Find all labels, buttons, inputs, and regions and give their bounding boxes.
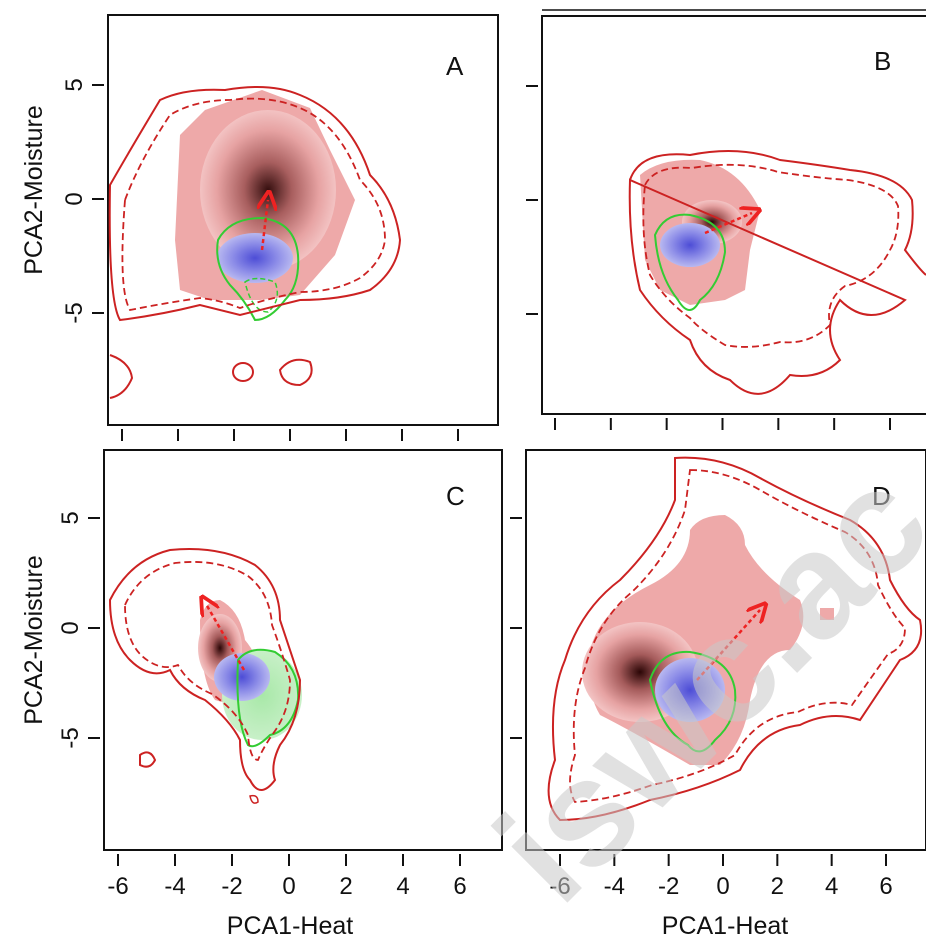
panel-c-ylabel: PCA2-Moisture (20, 555, 48, 725)
panel-a-red-contour-island-1 (109, 354, 134, 399)
panel-c-xtick-label: -6 (107, 873, 128, 900)
panel-c-xtick-label: -4 (164, 873, 185, 900)
panel-d-xtick-label: 4 (825, 873, 838, 900)
panel-c-red-contour-dashed (124, 561, 291, 761)
panel-d-shift-arrow (696, 610, 760, 681)
panel-c: C (103, 449, 503, 851)
panel-d: D (525, 449, 926, 851)
panel-c-xlabel: PCA1-Heat (227, 912, 353, 940)
panel-c-ytick-label: 5 (57, 511, 84, 524)
panel-a-ytick-label: -5 (61, 302, 88, 323)
panel-d-xtick-label: -4 (604, 873, 625, 900)
panel-c-red-contour-island-2 (249, 794, 259, 804)
panel-d-xlabel: PCA1-Heat (662, 912, 788, 940)
panel-c-red-contour-island-1 (139, 751, 157, 768)
panel-b-green-contour (653, 213, 727, 311)
panel-d-red-density-spot (820, 608, 834, 620)
panel-c-red-contour-outer (108, 548, 302, 791)
panel-b-red-contour-dashed (642, 163, 900, 348)
panel-a-red-contour-dashed (121, 97, 386, 312)
panel-b-shift-arrow (704, 213, 752, 235)
panel-a-red-contour-island-2 (232, 362, 254, 382)
panel-d-xtick-label: 2 (771, 873, 784, 900)
panel-a-blue-density (217, 233, 293, 283)
panel-c-xtick-label: -2 (221, 873, 242, 900)
panel-c-frame (103, 449, 503, 851)
axes: 5 0 -5 -6 -4 -2 0 2 4 6 5 0 -5 -6 -4 -2 0 2 4 6 (57, 78, 893, 900)
panel-b-blue-density (660, 223, 720, 267)
panel-d-green-contour (648, 650, 737, 753)
panel-d-xtick-label: 0 (716, 873, 729, 900)
panel-a-red-contour-island-3 (278, 358, 313, 387)
panel-c-ytick-label: -5 (57, 727, 84, 748)
panel-a-label: A (446, 51, 464, 81)
panel-d-red-contour-outer (547, 456, 922, 822)
panel-d-blue-density (655, 658, 725, 722)
panel-b-label: B (874, 46, 891, 76)
panel-d-xtick-label: -2 (658, 873, 679, 900)
panel-a: A (107, 14, 499, 426)
panel-d-xtick-label: -6 (549, 873, 570, 900)
panel-d-xtick-label: 6 (879, 873, 892, 900)
panel-a-ylabel: PCA2-Moisture (20, 105, 48, 275)
panel-c-xtick-label: 2 (339, 873, 352, 900)
panel-c-green-contour (236, 648, 300, 748)
panel-b: B (541, 9, 926, 415)
panel-a-ytick-label: 5 (61, 78, 88, 91)
panel-a-ytick-label: 0 (61, 192, 88, 205)
panel-a-green-contour (216, 216, 300, 322)
panel-c-xtick-label: 4 (396, 873, 409, 900)
panel-c-shift-arrow (206, 604, 246, 671)
panel-c-label: C (446, 481, 465, 511)
panel-a-red-contour-outer (108, 86, 402, 322)
panel-d-label: D (872, 481, 891, 511)
panel-d-red-contour-dashed (569, 469, 906, 803)
panel-a-shift-arrow (262, 200, 268, 251)
panel-a-green-dashed (244, 277, 279, 313)
panel-c-blue-density (214, 653, 270, 701)
panel-c-xtick-label: 6 (453, 873, 466, 900)
panel-b-red-contour-outer (628, 150, 926, 395)
panel-c-ytick-label: 0 (57, 621, 84, 634)
panel-c-xtick-label: 0 (282, 873, 295, 900)
